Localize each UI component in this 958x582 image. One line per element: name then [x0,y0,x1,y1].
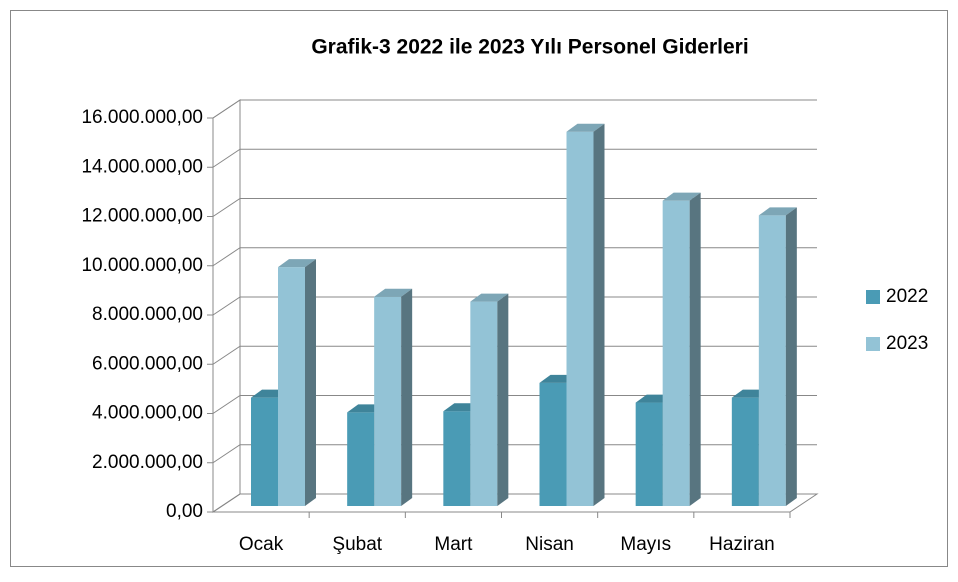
grid-line [212,296,817,316]
y-tick-label: 16.000.000,00 [81,107,203,128]
bar-side [689,192,701,506]
bar-front [347,412,375,506]
bar-top [566,123,605,132]
x-tick-label: Şubat [332,534,382,555]
legend-swatch [866,337,880,351]
y-tick-label: 8.000.000,00 [92,304,203,325]
x-tick-label: Haziran [709,534,774,555]
y-tick-label: 14.000.000,00 [81,156,203,177]
x-tick-label: Nisan [525,534,574,555]
y-tick-label: 10.000.000,00 [81,255,203,276]
bar-front [470,301,498,506]
grid-line [212,395,817,414]
bar-top [758,207,797,216]
grid-line [212,345,817,365]
bar-top [662,192,701,201]
bar-front [566,131,594,506]
y-tick-label: 12.000.000,00 [81,206,203,227]
bar-side [497,293,509,506]
y-tick-label: 2.000.000,00 [92,452,203,473]
grid-line [212,493,817,513]
x-tick-label: Mayıs [620,534,671,555]
legend-swatch [866,290,880,304]
bar-side [401,288,413,506]
grid-line [212,99,817,119]
bar-front [731,397,759,506]
bar-top [470,293,509,302]
legend-label: 2023 [886,333,928,354]
y-tick-label: 4.000.000,00 [92,403,203,424]
bar-top [374,288,413,297]
grid-line [212,148,817,168]
bar-front [278,267,305,506]
chart-title: Grafik-3 2022 ile 2023 Yılı Personel Gid… [311,36,748,59]
bar-front [251,397,278,506]
bar-top [278,259,316,268]
bar-front [758,215,786,507]
bar-front [635,402,663,506]
y-tick-label: 6.000.000,00 [92,353,203,374]
bar-side [785,207,797,507]
bar-front [539,382,567,506]
grid-line [212,247,817,267]
y-tick-label: 0,00 [166,501,203,522]
bar-front [662,200,690,506]
bar-front [443,411,471,506]
bar-front [374,296,402,506]
x-tick-label: Mart [434,534,473,555]
bar-side [593,123,605,506]
bar-side [305,259,316,506]
x-tick-label: Ocak [239,534,284,555]
grid-line [212,198,817,217]
grid-line [212,444,817,464]
legend-label: 2022 [886,286,928,307]
